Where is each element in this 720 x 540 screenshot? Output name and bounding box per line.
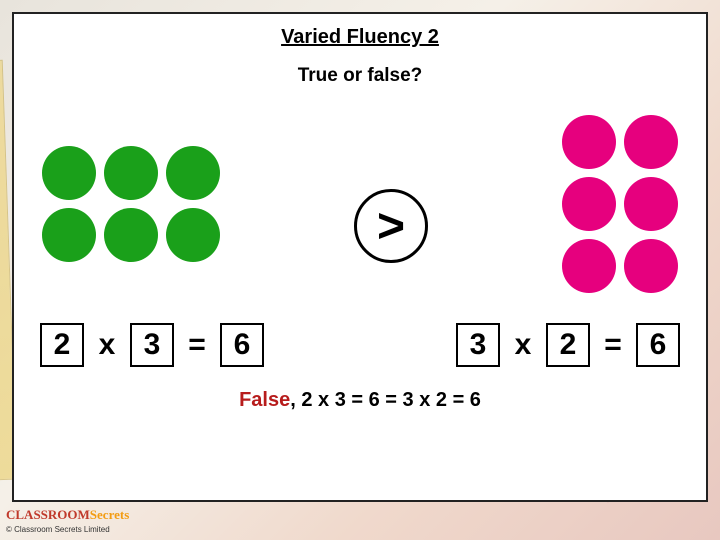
dot — [42, 208, 96, 262]
right-dot-array — [562, 115, 678, 293]
dot — [166, 146, 220, 200]
comparator-symbol: > — [354, 189, 428, 263]
eq-right-a: 3 — [456, 323, 500, 367]
equation-right: 3 x 2 = 6 — [456, 323, 680, 367]
answer-text: False, 2 x 3 = 6 = 3 x 2 = 6 — [32, 389, 688, 412]
eq-left-op2: = — [184, 328, 210, 362]
equation-row: 2 x 3 = 6 3 x 2 = 6 — [32, 323, 688, 367]
logo-word-2: Secrets — [90, 507, 129, 522]
question-text: True or false? — [32, 65, 688, 87]
dot — [624, 177, 678, 231]
answer-body: , 2 x 3 = 6 = 3 x 2 = 6 — [290, 389, 481, 411]
left-dot-array — [42, 146, 220, 262]
logo-word-1: CLASSROOM — [6, 507, 90, 522]
eq-left-a: 2 — [40, 323, 84, 367]
dot — [562, 239, 616, 293]
question-card: Varied Fluency 2 True or false? > 2 x 3 … — [12, 12, 708, 502]
visual-row: > — [32, 115, 688, 293]
eq-left-c: 6 — [220, 323, 264, 367]
slide-title: Varied Fluency 2 — [32, 26, 688, 49]
eq-right-c: 6 — [636, 323, 680, 367]
eq-right-op2: = — [600, 328, 626, 362]
eq-left-op1: x — [94, 328, 120, 362]
eq-right-b: 2 — [546, 323, 590, 367]
dot — [104, 208, 158, 262]
answer-prefix: False — [239, 389, 290, 411]
eq-left-b: 3 — [130, 323, 174, 367]
brand-logo: CLASSROOMSecrets — [6, 507, 129, 523]
dot — [624, 115, 678, 169]
footer: CLASSROOMSecrets © Classroom Secrets Lim… — [6, 507, 129, 534]
equation-left: 2 x 3 = 6 — [40, 323, 264, 367]
dot — [624, 239, 678, 293]
copyright-text: © Classroom Secrets Limited — [6, 525, 129, 534]
dot — [42, 146, 96, 200]
dot — [104, 146, 158, 200]
dot — [562, 177, 616, 231]
eq-right-op1: x — [510, 328, 536, 362]
dot — [562, 115, 616, 169]
dot — [166, 208, 220, 262]
